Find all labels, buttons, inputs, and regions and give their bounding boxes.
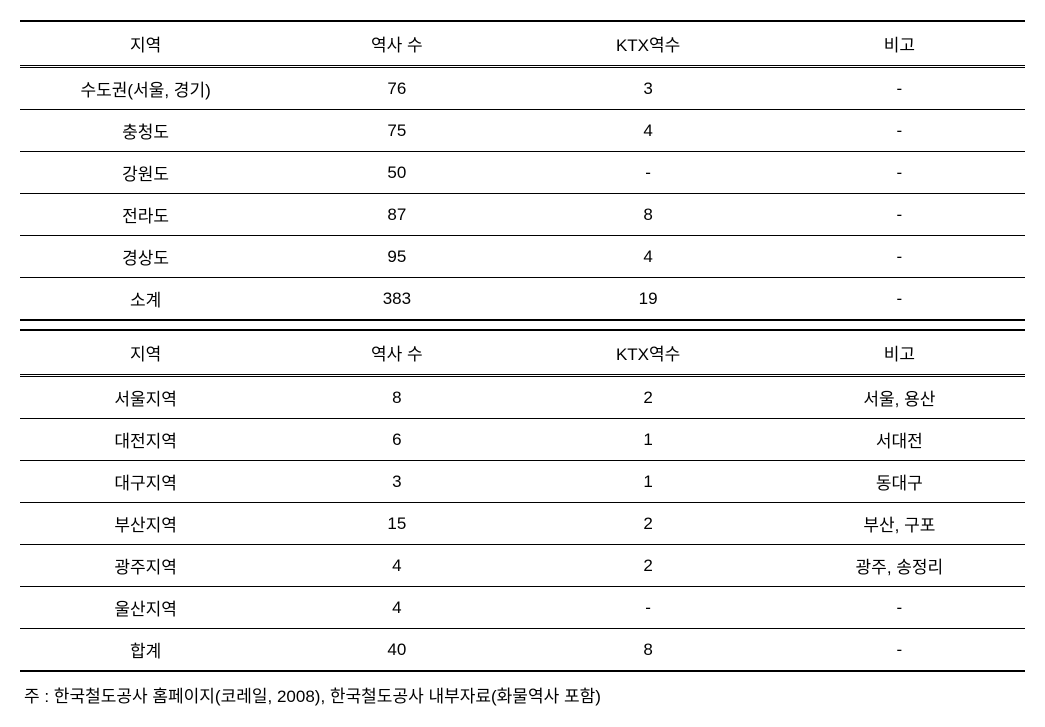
cell-ktx-count: 4 <box>523 110 774 152</box>
cell-region: 강원도 <box>20 152 271 194</box>
cell-station-count: 3 <box>271 461 522 503</box>
region-table-1: 지역 역사 수 KTX역수 비고 수도권(서울, 경기) 76 3 - 충청도 … <box>20 20 1025 321</box>
region-table-2: 지역 역사 수 KTX역수 비고 서울지역 8 2 서울, 용산 대전지역 6 … <box>20 329 1025 672</box>
cell-ktx-count: 3 <box>523 68 774 110</box>
cell-region: 광주지역 <box>20 545 271 587</box>
cell-region: 충청도 <box>20 110 271 152</box>
cell-region: 합계 <box>20 629 271 672</box>
cell-station-count: 76 <box>271 68 522 110</box>
cell-region: 서울지역 <box>20 377 271 419</box>
cell-station-count: 383 <box>271 278 522 321</box>
cell-region: 대전지역 <box>20 419 271 461</box>
cell-station-count: 75 <box>271 110 522 152</box>
column-header-region: 지역 <box>20 21 271 67</box>
cell-region: 부산지역 <box>20 503 271 545</box>
cell-station-count: 50 <box>271 152 522 194</box>
table-row-subtotal: 소계 383 19 - <box>20 278 1025 321</box>
table-row: 수도권(서울, 경기) 76 3 - <box>20 68 1025 110</box>
cell-note: - <box>774 110 1025 152</box>
cell-region: 전라도 <box>20 194 271 236</box>
table-row-total: 합계 40 8 - <box>20 629 1025 672</box>
cell-station-count: 15 <box>271 503 522 545</box>
cell-ktx-count: 4 <box>523 236 774 278</box>
cell-region: 소계 <box>20 278 271 321</box>
cell-note: - <box>774 587 1025 629</box>
cell-note: - <box>774 278 1025 321</box>
cell-ktx-count: 1 <box>523 461 774 503</box>
cell-note: - <box>774 152 1025 194</box>
column-header-note: 비고 <box>774 21 1025 67</box>
column-header-ktx-count: KTX역수 <box>523 21 774 67</box>
cell-note: - <box>774 194 1025 236</box>
table-row: 대구지역 3 1 동대구 <box>20 461 1025 503</box>
table-header-row: 지역 역사 수 KTX역수 비고 <box>20 330 1025 376</box>
column-header-note: 비고 <box>774 330 1025 376</box>
column-header-region: 지역 <box>20 330 271 376</box>
cell-station-count: 4 <box>271 545 522 587</box>
cell-ktx-count: 2 <box>523 545 774 587</box>
cell-region: 수도권(서울, 경기) <box>20 68 271 110</box>
cell-station-count: 87 <box>271 194 522 236</box>
table-row: 광주지역 4 2 광주, 송정리 <box>20 545 1025 587</box>
cell-note: 서울, 용산 <box>774 377 1025 419</box>
cell-ktx-count: - <box>523 152 774 194</box>
cell-station-count: 40 <box>271 629 522 672</box>
table-row: 경상도 95 4 - <box>20 236 1025 278</box>
cell-ktx-count: - <box>523 587 774 629</box>
cell-region: 울산지역 <box>20 587 271 629</box>
column-header-ktx-count: KTX역수 <box>523 330 774 376</box>
cell-note: 부산, 구포 <box>774 503 1025 545</box>
cell-ktx-count: 19 <box>523 278 774 321</box>
cell-station-count: 4 <box>271 587 522 629</box>
table-row: 부산지역 15 2 부산, 구포 <box>20 503 1025 545</box>
cell-ktx-count: 2 <box>523 503 774 545</box>
cell-note: 동대구 <box>774 461 1025 503</box>
cell-region: 경상도 <box>20 236 271 278</box>
table-row: 충청도 75 4 - <box>20 110 1025 152</box>
table-row: 대전지역 6 1 서대전 <box>20 419 1025 461</box>
cell-ktx-count: 1 <box>523 419 774 461</box>
cell-station-count: 95 <box>271 236 522 278</box>
table-row: 서울지역 8 2 서울, 용산 <box>20 377 1025 419</box>
cell-note: 광주, 송정리 <box>774 545 1025 587</box>
table-row: 전라도 87 8 - <box>20 194 1025 236</box>
cell-ktx-count: 2 <box>523 377 774 419</box>
cell-note: - <box>774 236 1025 278</box>
table-row: 울산지역 4 - - <box>20 587 1025 629</box>
cell-station-count: 8 <box>271 377 522 419</box>
cell-station-count: 6 <box>271 419 522 461</box>
cell-note: 서대전 <box>774 419 1025 461</box>
table-header-row: 지역 역사 수 KTX역수 비고 <box>20 21 1025 67</box>
cell-region: 대구지역 <box>20 461 271 503</box>
column-header-station-count: 역사 수 <box>271 21 522 67</box>
column-header-station-count: 역사 수 <box>271 330 522 376</box>
table-row: 강원도 50 - - <box>20 152 1025 194</box>
cell-ktx-count: 8 <box>523 629 774 672</box>
footnote-text: 주 : 한국철도공사 홈페이지(코레일, 2008), 한국철도공사 내부자료(… <box>20 680 1025 707</box>
cell-note: - <box>774 68 1025 110</box>
cell-note: - <box>774 629 1025 672</box>
cell-ktx-count: 8 <box>523 194 774 236</box>
